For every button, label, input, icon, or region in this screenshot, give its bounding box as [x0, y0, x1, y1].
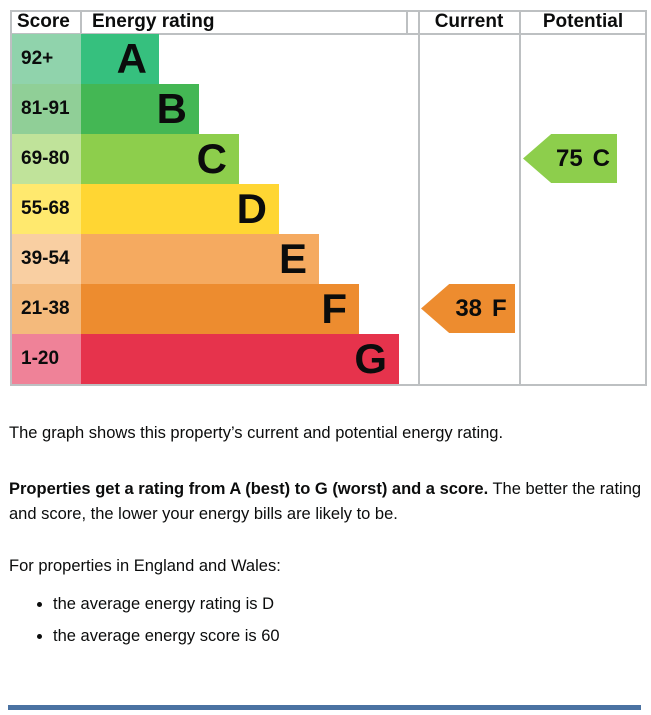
- rating-letter: F: [321, 285, 347, 332]
- rating-bar: D: [81, 184, 279, 234]
- band-row-f: 21-38 F: [12, 284, 359, 334]
- score-cell: 92+: [12, 34, 81, 84]
- average-score-item: the average energy score is 60: [53, 624, 651, 649]
- current-column-header: Current: [434, 11, 504, 32]
- potential-column-header: Potential: [542, 11, 624, 32]
- rating-column-header: Energy rating: [92, 11, 215, 32]
- potential-column-border: [519, 10, 521, 386]
- rating-bar: A: [81, 34, 159, 84]
- score-cell: 55-68: [12, 184, 81, 234]
- rating-header-divider: [406, 10, 408, 35]
- averages-list: the average energy rating is D the avera…: [9, 592, 651, 656]
- score-header-divider: [80, 10, 82, 35]
- band-row-g: 1-20 G: [12, 334, 399, 384]
- ratings-paragraph: Properties get a rating from A (best) to…: [9, 477, 645, 527]
- band-row-d: 55-68 D: [12, 184, 279, 234]
- potential-rating-letter: C: [592, 144, 611, 172]
- score-cell: 39-54: [12, 234, 81, 284]
- ratings-rest-text: The better the rating and score, the low…: [9, 480, 642, 523]
- bottom-divider: [8, 705, 641, 710]
- table-border-right: [645, 10, 647, 386]
- rating-letter: B: [156, 85, 187, 132]
- table-border-top: [10, 10, 647, 12]
- rating-letter: E: [278, 235, 307, 282]
- score-cell: 21-38: [12, 284, 81, 334]
- score-cell: 81-91: [12, 84, 81, 134]
- rating-letter: C: [196, 135, 227, 182]
- ratings-bold-text: Properties get a rating from A (best) to…: [9, 480, 489, 498]
- table-border-left: [10, 10, 12, 386]
- current-score-value: 38: [455, 294, 483, 322]
- table-border-header-bottom: [10, 33, 647, 35]
- rating-bar: E: [81, 234, 319, 284]
- current-rating-arrow: 38 F: [421, 284, 515, 333]
- intro-paragraph: The graph shows this property’s current …: [9, 424, 504, 442]
- score-cell: 69-80: [12, 134, 81, 184]
- rating-letter: D: [236, 185, 267, 232]
- current-column-border: [418, 10, 420, 386]
- table-border-bottom: [10, 384, 647, 386]
- rating-letter: A: [116, 35, 147, 82]
- rating-bar: B: [81, 84, 199, 134]
- band-row-a: 92+ A: [12, 34, 159, 84]
- region-paragraph: For properties in England and Wales:: [9, 557, 281, 575]
- potential-score-value: 75: [555, 144, 583, 172]
- rating-bar: C: [81, 134, 239, 184]
- rating-letter: G: [354, 335, 387, 382]
- rating-bar: G: [81, 334, 399, 384]
- current-rating-letter: F: [492, 294, 507, 322]
- band-row-e: 39-54 E: [12, 234, 319, 284]
- score-cell: 1-20: [12, 334, 81, 384]
- band-row-c: 69-80 C: [12, 134, 239, 184]
- rating-bar: F: [81, 284, 359, 334]
- score-column-header: Score: [17, 11, 70, 32]
- potential-rating-arrow: 75 C: [523, 134, 617, 183]
- average-rating-item: the average energy rating is D: [53, 592, 651, 617]
- band-row-b: 81-91 B: [12, 84, 199, 134]
